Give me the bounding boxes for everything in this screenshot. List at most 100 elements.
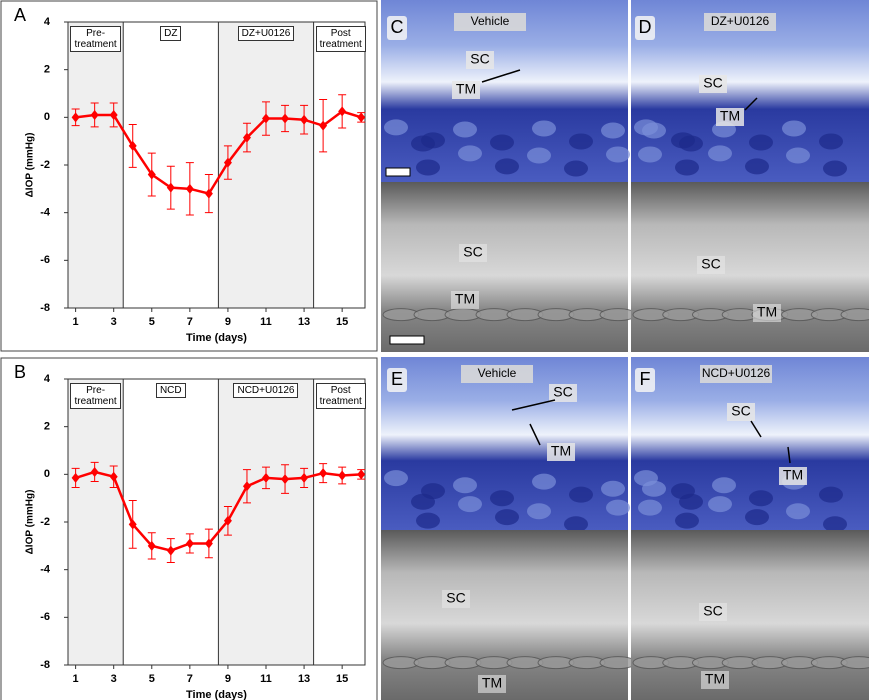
panel-title: Vehicle bbox=[471, 14, 510, 28]
marker bbox=[147, 540, 156, 551]
label-box bbox=[779, 467, 807, 485]
cell bbox=[786, 147, 810, 164]
phase-label: Pre-treatment bbox=[70, 383, 122, 409]
structure-label: TM bbox=[720, 108, 740, 124]
panel-letter: E bbox=[391, 369, 403, 389]
x-tick-label: 7 bbox=[187, 673, 193, 685]
x-axis-label: Time (days) bbox=[186, 332, 247, 344]
cell bbox=[745, 509, 769, 526]
phase-text: DZ+U0126 bbox=[237, 26, 295, 41]
y-tick-label: -2 bbox=[40, 516, 50, 528]
marker bbox=[338, 106, 347, 117]
structure-label: SC bbox=[470, 51, 489, 67]
phase-label: Pre-treatment bbox=[70, 26, 122, 52]
x-tick-label: 5 bbox=[149, 316, 155, 328]
panel-letter: C bbox=[391, 17, 404, 37]
cell bbox=[601, 480, 625, 497]
cell bbox=[527, 147, 551, 164]
y-tick-label: 4 bbox=[44, 16, 51, 28]
cell bbox=[782, 120, 806, 137]
x-tick-label: 9 bbox=[225, 316, 231, 328]
structure-label: SC bbox=[446, 590, 465, 606]
cell bbox=[642, 122, 666, 139]
phase-text: Post treatment bbox=[315, 383, 366, 409]
marker bbox=[300, 472, 309, 483]
scale-bar bbox=[389, 335, 425, 345]
cell bbox=[679, 493, 703, 510]
phase-band bbox=[218, 379, 314, 665]
arrow bbox=[511, 399, 556, 411]
cell bbox=[495, 509, 519, 526]
structure-label: TM bbox=[551, 443, 571, 459]
x-tick-label: 3 bbox=[111, 316, 117, 328]
cell bbox=[601, 122, 625, 139]
y-tick-label: 2 bbox=[44, 64, 50, 76]
structure-label: TM bbox=[455, 291, 475, 307]
marker bbox=[357, 469, 366, 480]
label-box bbox=[442, 590, 470, 608]
cell bbox=[527, 503, 551, 520]
x-tick-label: 15 bbox=[336, 673, 348, 685]
label-box bbox=[753, 304, 781, 322]
phase-label: Post treatment bbox=[315, 383, 366, 409]
cell bbox=[749, 490, 773, 507]
panel-letter: B bbox=[14, 362, 26, 382]
label-box bbox=[701, 671, 729, 689]
y-tick-label: -4 bbox=[40, 207, 51, 219]
marker bbox=[357, 112, 366, 123]
phase-band bbox=[123, 379, 219, 665]
letter-box bbox=[635, 368, 655, 392]
marker bbox=[204, 538, 213, 549]
cell bbox=[564, 516, 588, 533]
cell bbox=[453, 477, 477, 494]
y-tick-label: 0 bbox=[44, 468, 50, 480]
cell bbox=[532, 120, 556, 137]
letter-box bbox=[387, 16, 407, 40]
phase-text: DZ bbox=[160, 26, 182, 41]
y-tick-label: 2 bbox=[44, 421, 50, 433]
x-tick-label: 5 bbox=[149, 673, 155, 685]
structure-label: SC bbox=[703, 603, 722, 619]
marker bbox=[166, 182, 175, 193]
marker bbox=[319, 120, 328, 131]
cell bbox=[745, 158, 769, 175]
phase-band bbox=[313, 22, 365, 308]
structure-label: SC bbox=[703, 75, 722, 91]
em-image bbox=[631, 530, 869, 700]
cell bbox=[606, 499, 630, 516]
marker bbox=[185, 183, 194, 194]
phase-text: NCD+U0126 bbox=[233, 383, 299, 398]
cell bbox=[708, 145, 732, 162]
arrow bbox=[529, 423, 541, 446]
x-tick-label: 11 bbox=[260, 316, 272, 328]
marker bbox=[71, 472, 80, 483]
label-box bbox=[466, 51, 494, 69]
marker bbox=[338, 470, 347, 481]
y-tick-label: -2 bbox=[40, 159, 50, 171]
y-tick-label: -8 bbox=[40, 302, 50, 314]
cell bbox=[712, 477, 736, 494]
cell bbox=[675, 159, 699, 176]
cell bbox=[490, 490, 514, 507]
cell bbox=[416, 512, 440, 529]
letter-box bbox=[635, 16, 655, 40]
cell bbox=[679, 135, 703, 152]
phase-label: NCD bbox=[125, 383, 216, 398]
cell bbox=[495, 158, 519, 175]
structure-label: TM bbox=[456, 81, 476, 97]
phase-text: Post treatment bbox=[315, 26, 366, 52]
marker bbox=[223, 515, 232, 526]
y-tick-label: -8 bbox=[40, 659, 50, 671]
marker bbox=[128, 140, 137, 151]
x-axis-label: Time (days) bbox=[186, 689, 247, 700]
cell bbox=[569, 486, 593, 503]
cell bbox=[819, 486, 843, 503]
structure-label: TM bbox=[783, 467, 803, 483]
structure-label: TM bbox=[482, 675, 502, 691]
cell bbox=[675, 512, 699, 529]
arrow bbox=[787, 446, 791, 464]
title-box bbox=[454, 13, 526, 31]
cell bbox=[823, 160, 847, 177]
phase-label: Post treatment bbox=[315, 26, 366, 52]
